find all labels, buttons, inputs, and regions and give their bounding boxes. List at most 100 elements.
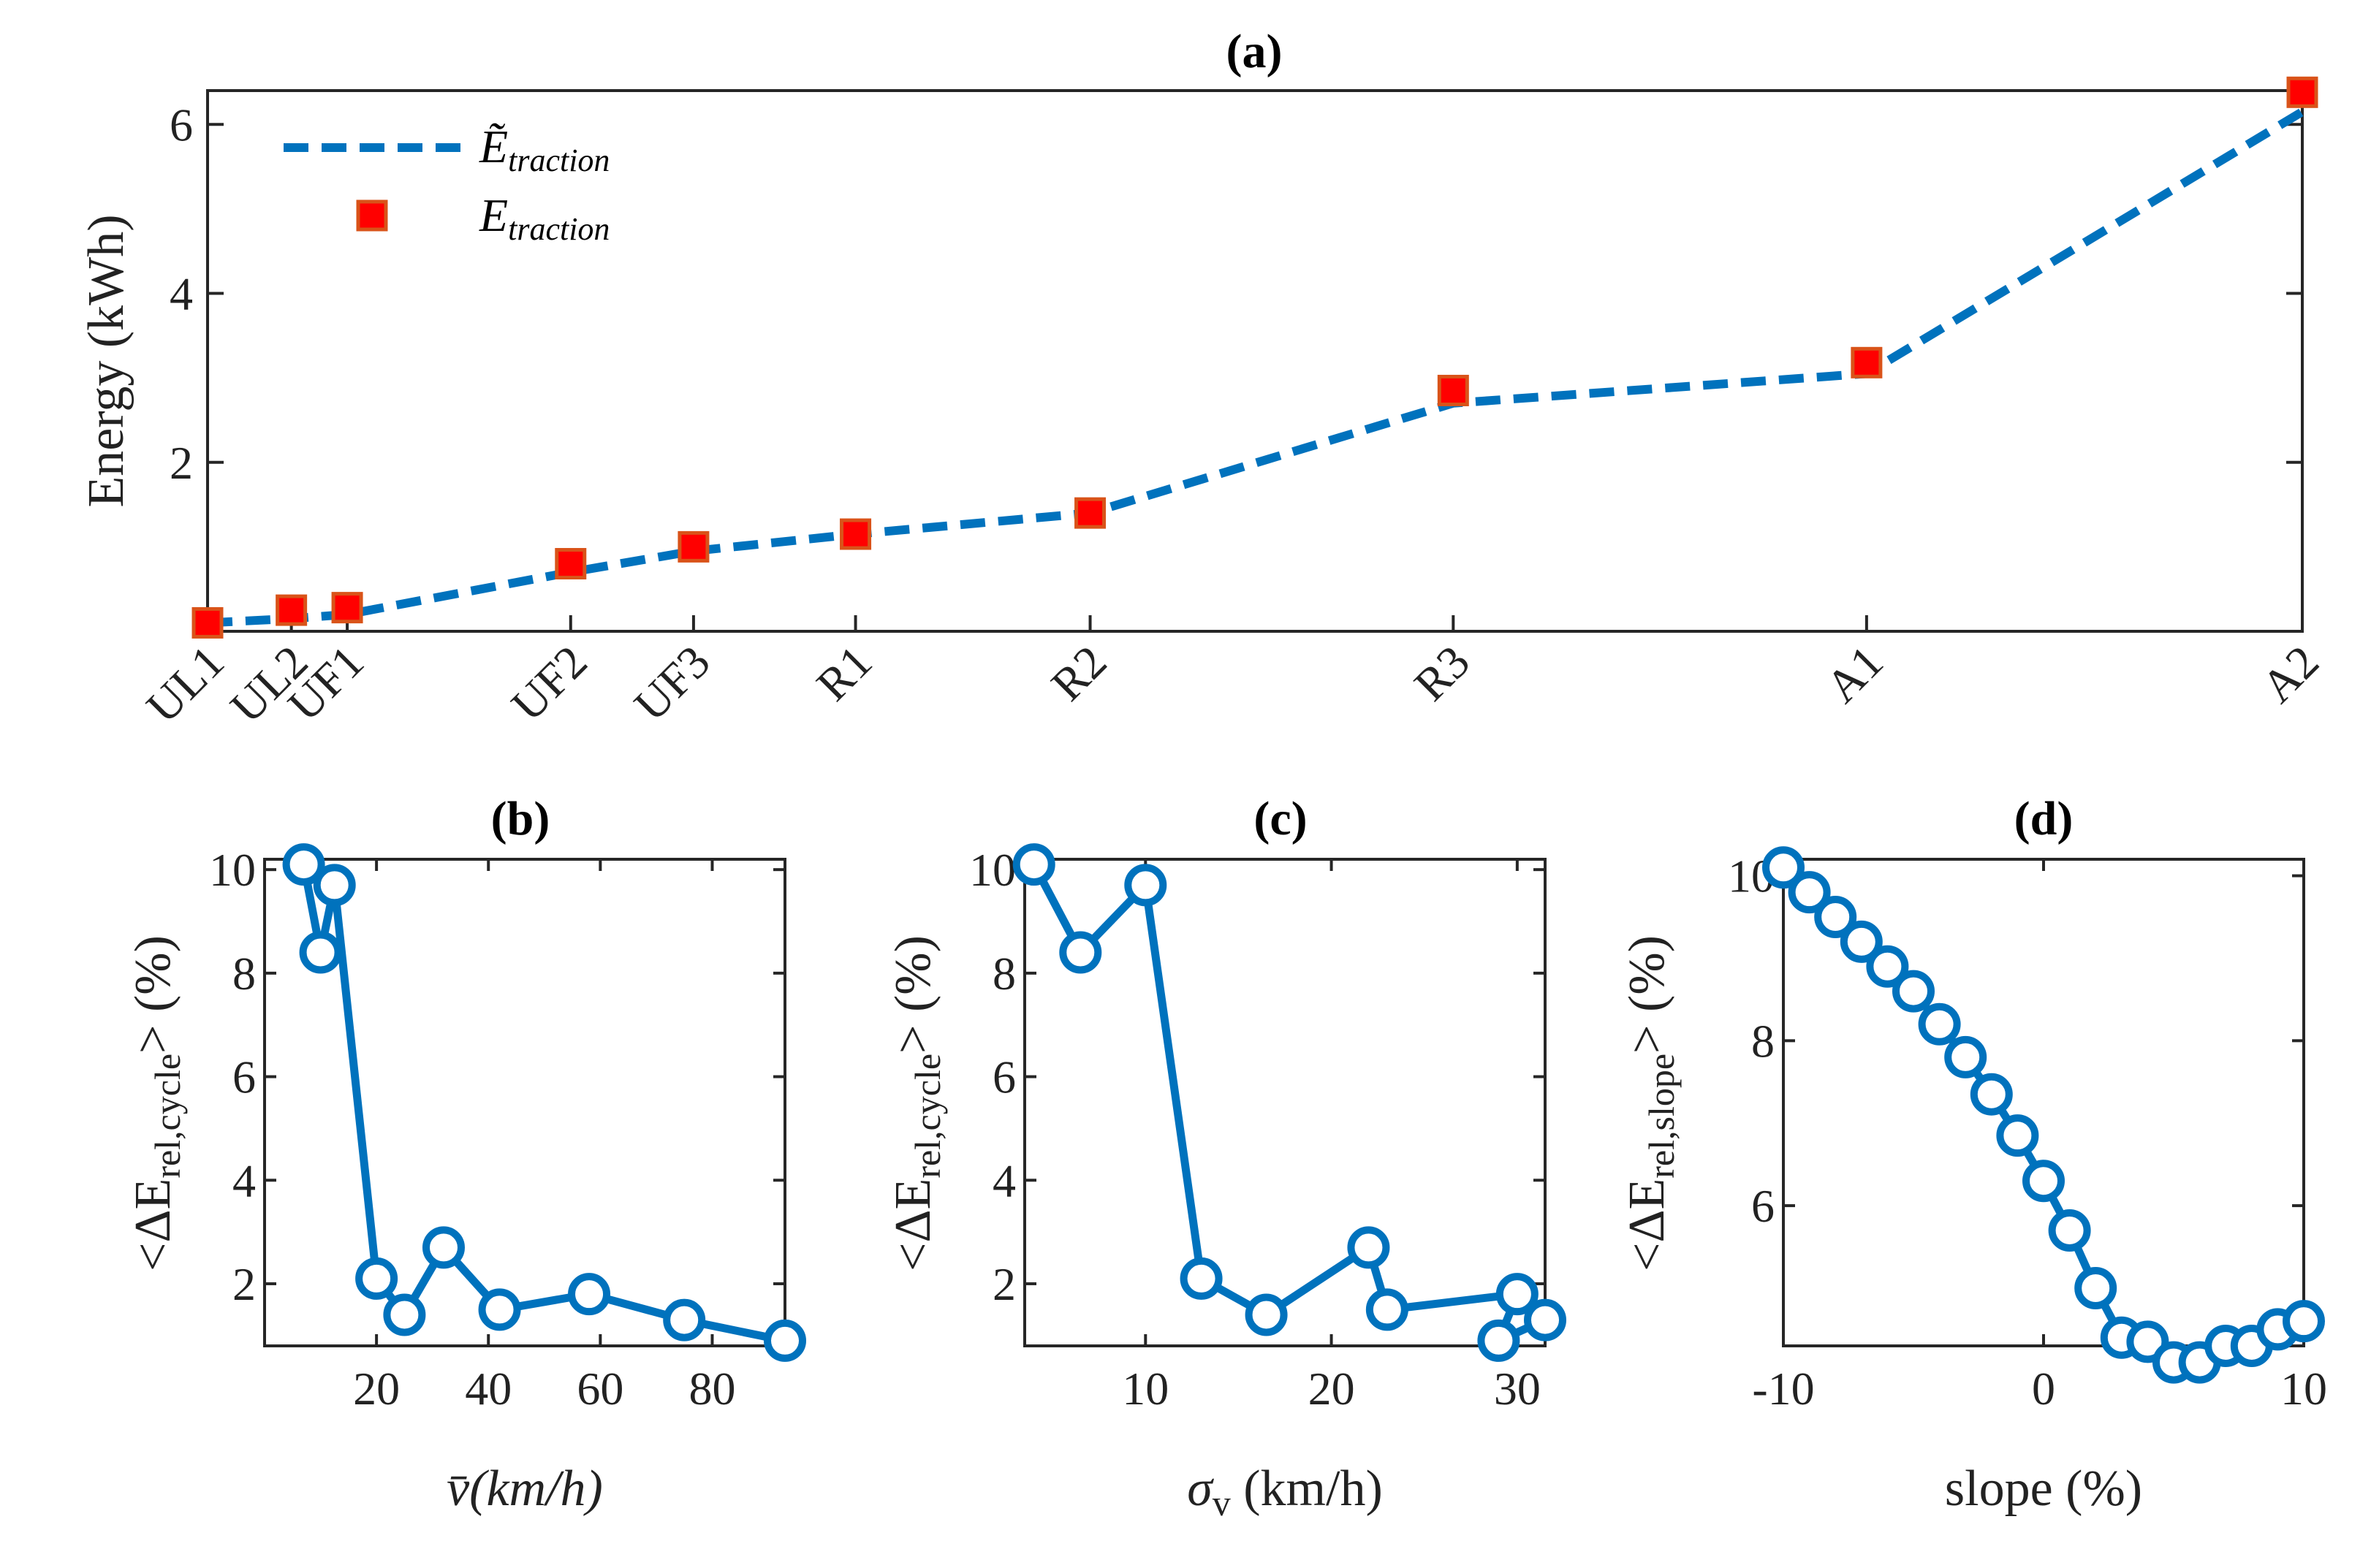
panel-b-xlabel: v̄(km/h) (447, 1461, 603, 1517)
d-point (1762, 846, 1805, 889)
d-point (1944, 1035, 1987, 1078)
b-series-line (300, 864, 786, 1345)
panel-c-title: (c) (1253, 792, 1307, 845)
b-point (282, 843, 325, 886)
d-ytick-label: 8 (1751, 1015, 1775, 1067)
c-series-line (1030, 862, 1547, 1345)
b-point (355, 1257, 398, 1300)
b-xtick-label: 40 (465, 1363, 512, 1415)
a-estimated-line (207, 107, 2305, 628)
b-ytick-label: 6 (232, 1051, 256, 1103)
b-point (478, 1288, 521, 1331)
c-point (1059, 931, 1102, 974)
panel-a-frame (206, 89, 2304, 633)
c-point (1365, 1288, 1408, 1331)
d-ytick-label: 6 (1751, 1180, 1775, 1232)
b-ytick-label: 2 (232, 1258, 256, 1310)
c-ytick-label: 4 (993, 1154, 1016, 1206)
a-ytick-label: 4 (170, 268, 193, 320)
d-xtick-label: -10 (1752, 1363, 1814, 1415)
b-point (764, 1319, 806, 1362)
c-xtick-label: 30 (1494, 1363, 1541, 1415)
c-point (1524, 1298, 1566, 1341)
c-point (1245, 1293, 1288, 1336)
d-point (1892, 970, 1935, 1013)
b-ytick-label: 8 (232, 948, 256, 1000)
legend-measured: Etraction (479, 189, 610, 247)
a-xtick-label: R2 (1041, 636, 1116, 711)
b-xtick-label: 80 (688, 1363, 735, 1415)
a-ytick-label: 2 (170, 437, 193, 489)
a-xtick-label: A1 (1816, 636, 1893, 713)
a-measured-marker (555, 548, 587, 579)
d-point (2048, 1209, 2091, 1252)
c-ytick-label: 10 (969, 844, 1016, 896)
a-measured-marker (191, 606, 224, 639)
panel-d-plot (1762, 846, 2325, 1384)
d-xtick-label: 10 (2280, 1363, 2327, 1415)
a-xtick-label: R1 (806, 636, 881, 711)
panel-c: (c) 2 4 6 8 10 10 20 30 σv (km/h) <ΔErel,cycle>… (885, 792, 1566, 1523)
panel-b-ticks: 2 4 6 8 10 20 40 60 80 (209, 844, 785, 1415)
a-xtick-label: R3 (1404, 636, 1479, 711)
b-point (422, 1226, 465, 1269)
d-point (1996, 1114, 2039, 1157)
d-point (1918, 1002, 1961, 1046)
panel-b-plot (282, 843, 806, 1362)
a-xtick-label: UL1 (137, 636, 234, 733)
d-point (1970, 1073, 2013, 1116)
a-xtick-label: A2 (2251, 636, 2329, 713)
a-measured-marker (1851, 346, 1883, 378)
d-xtick-label: 0 (2032, 1363, 2055, 1415)
c-point (1347, 1226, 1390, 1269)
panel-b-frame (263, 858, 786, 1347)
c-xtick-label: 20 (1308, 1363, 1355, 1415)
d-point (2283, 1300, 2325, 1343)
a-xtick-label: UF3 (624, 636, 720, 731)
c-point (1124, 864, 1167, 907)
c-xtick-label: 10 (1122, 1363, 1169, 1415)
panel-b-title: (b) (491, 792, 550, 845)
c-point (1012, 843, 1055, 886)
panel-c-frame (1023, 858, 1547, 1347)
b-point (299, 931, 342, 974)
c-point (1495, 1273, 1539, 1316)
a-measured-marker (840, 518, 872, 550)
b-ytick-label: 4 (232, 1154, 256, 1206)
panel-a-legend: Ẽtraction Etraction (284, 121, 610, 247)
a-xtick-label: UF2 (501, 636, 597, 731)
panel-d-xlabel: slope (%) (1945, 1461, 2142, 1517)
d-point (2022, 1160, 2065, 1203)
b-xtick-label: 60 (577, 1363, 623, 1415)
panel-d-ylabel: <ΔErel,slope> (%) (1619, 935, 1682, 1271)
legend-marker-sample (356, 199, 388, 232)
a-measured-marker (1437, 374, 1469, 406)
a-measured-marker (678, 530, 710, 563)
a-measured-marker (331, 592, 363, 624)
panel-a-ylabel: Energy (kWh) (78, 214, 134, 507)
a-measured-marker (276, 594, 308, 626)
a-measured-marker (2286, 76, 2318, 108)
panel-c-xlabel: σv (km/h) (1187, 1461, 1383, 1523)
panel-a-plot (191, 76, 2318, 639)
a-measured-marker (1074, 497, 1107, 529)
panel-c-plot (1012, 843, 1566, 1362)
b-xtick-label: 20 (353, 1363, 400, 1415)
b-point (313, 864, 356, 907)
a-ytick-label: 6 (170, 99, 193, 151)
b-point (568, 1273, 611, 1316)
b-point (383, 1293, 426, 1336)
d-point (1814, 896, 1857, 939)
d-point (1788, 871, 1831, 914)
c-ytick-label: 2 (993, 1258, 1016, 1310)
c-point (1477, 1319, 1520, 1362)
legend-estimated: Ẽtraction (479, 121, 610, 178)
d-point (2074, 1266, 2117, 1309)
c-ytick-label: 8 (993, 948, 1016, 1000)
b-ytick-label: 10 (209, 844, 256, 896)
panel-b-ylabel: <ΔErel,cycle> (%) (125, 935, 188, 1271)
panel-a-title: (a) (1226, 25, 1283, 78)
